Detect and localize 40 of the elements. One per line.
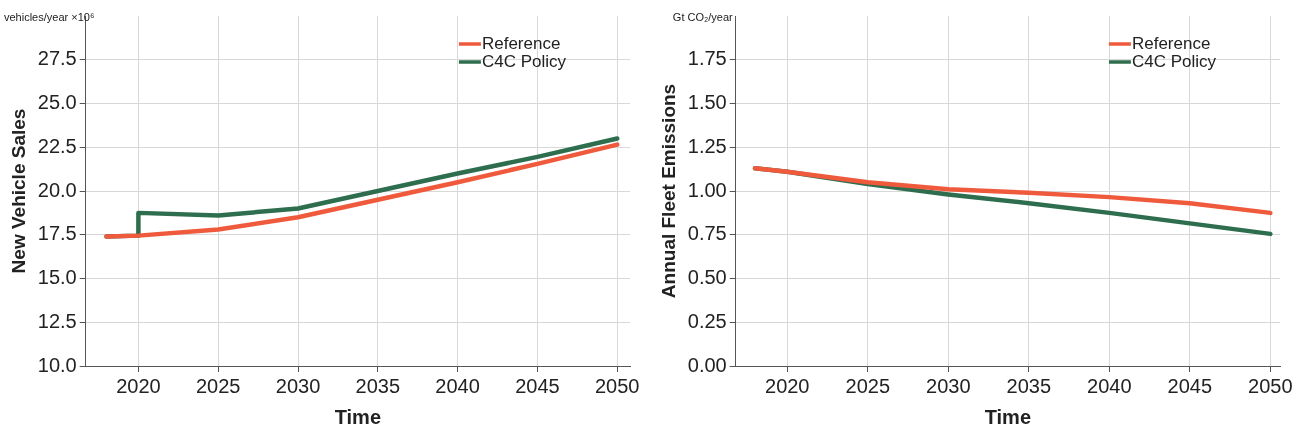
- y-tick-label: 17.5: [37, 222, 77, 245]
- y-tick-label: 25.0: [37, 91, 77, 114]
- x-tick-label: 2020: [765, 374, 810, 397]
- y-tick-label: 22.5: [37, 134, 77, 157]
- legend-label: C4C Policy: [1131, 51, 1217, 71]
- legend-label: Reference: [481, 33, 561, 53]
- y-tick-label: 10.0: [37, 353, 77, 376]
- y-tick-label: 1.75: [687, 47, 727, 70]
- y-tick-label: 20.0: [37, 178, 77, 201]
- y-tick-label: 0.75: [687, 222, 727, 245]
- text: Gt CO₂/year: [672, 11, 734, 24]
- x-tick-label: 2030: [275, 374, 321, 397]
- x-tick-label: 2045: [515, 374, 560, 397]
- y-tick-label: 27.5: [37, 47, 77, 70]
- x-axis-title: Time: [984, 405, 1032, 428]
- x-tick-label: 2030: [926, 374, 971, 397]
- x-tick-label: 2050: [1248, 374, 1293, 397]
- legend-label: Reference: [1131, 33, 1211, 53]
- annotation: vehicles/year ×10⁶: [4, 11, 95, 24]
- x-tick-label: 2040: [435, 374, 480, 397]
- x-tick-label: 2040: [1087, 374, 1132, 397]
- y-tick-label: 1.25: [687, 134, 727, 157]
- y-tick-label: 0.00: [687, 353, 727, 376]
- y-tick-label: 15.0: [37, 266, 77, 289]
- legend-label: C4C Policy: [481, 51, 567, 71]
- y-tick-label: 1.50: [687, 91, 727, 114]
- x-tick-label: 2025: [195, 374, 241, 397]
- x-tick-label: 2035: [1006, 374, 1052, 397]
- x-tick-label: 2035: [355, 374, 401, 397]
- y-tick-label: 12.5: [37, 309, 77, 332]
- y-tick-label: 0.50: [687, 266, 727, 289]
- x-tick-label: 2045: [1167, 374, 1213, 397]
- x-tick-label: 2050: [594, 374, 640, 397]
- y-tick-label: 1.00: [687, 178, 727, 201]
- x-axis-title: Time: [334, 405, 382, 428]
- x-tick-label: 2020: [116, 374, 161, 397]
- x-tick-label: 2025: [845, 374, 891, 397]
- y-tick-label: 0.25: [687, 309, 727, 332]
- y-axis-title: New Vehicle Sales: [7, 108, 29, 274]
- y-axis-title: Annual Fleet Emissions: [657, 83, 679, 299]
